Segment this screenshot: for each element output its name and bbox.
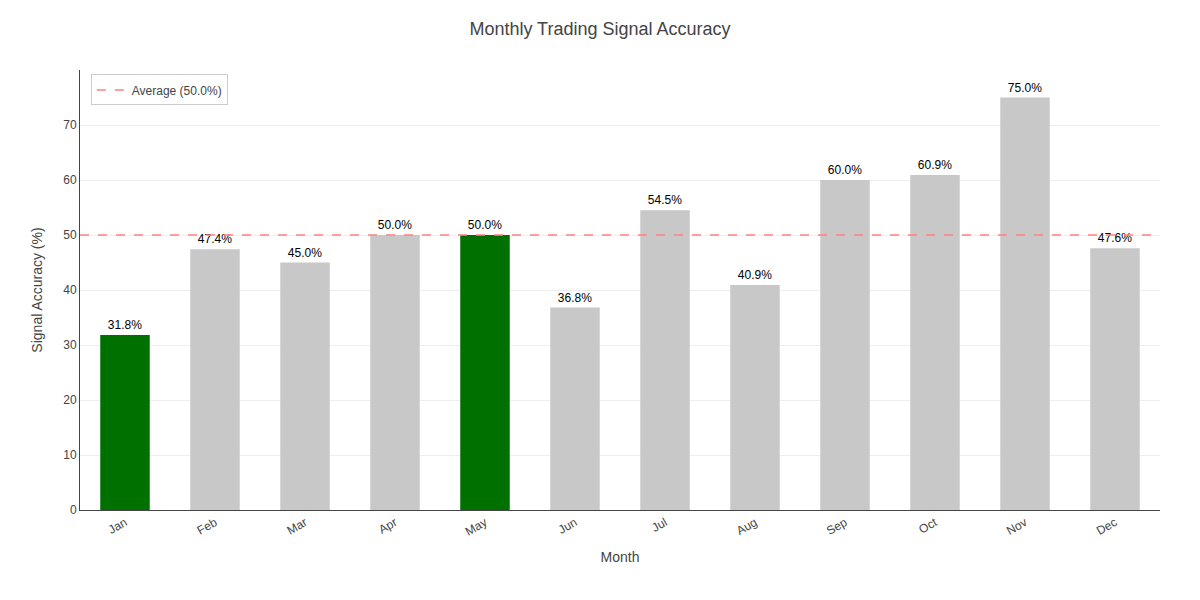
svg-text:Jul: Jul — [649, 515, 669, 535]
svg-text:Nov: Nov — [1004, 515, 1029, 538]
svg-text:May: May — [463, 515, 490, 538]
svg-text:70: 70 — [63, 118, 77, 132]
svg-text:30: 30 — [63, 338, 77, 352]
svg-text:Signal Accuracy (%): Signal Accuracy (%) — [29, 227, 45, 352]
svg-text:Jun: Jun — [556, 515, 580, 537]
svg-text:Jan: Jan — [106, 515, 130, 537]
svg-text:47.4%: 47.4% — [198, 232, 232, 246]
svg-text:75.0%: 75.0% — [1008, 81, 1042, 95]
svg-text:Average (50.0%): Average (50.0%) — [132, 84, 222, 98]
svg-text:40.9%: 40.9% — [738, 268, 772, 282]
svg-text:40: 40 — [63, 283, 77, 297]
svg-text:Monthly Trading Signal Accurac: Monthly Trading Signal Accuracy — [469, 19, 730, 39]
svg-text:50.0%: 50.0% — [378, 218, 412, 232]
svg-text:50: 50 — [63, 228, 77, 242]
svg-text:50.0%: 50.0% — [468, 218, 502, 232]
svg-text:60: 60 — [63, 173, 77, 187]
svg-text:31.8%: 31.8% — [108, 318, 142, 332]
svg-text:Dec: Dec — [1094, 515, 1119, 538]
svg-text:Month: Month — [601, 549, 640, 565]
svg-text:20: 20 — [63, 393, 77, 407]
svg-text:45.0%: 45.0% — [288, 246, 322, 260]
svg-text:60.0%: 60.0% — [828, 163, 862, 177]
svg-text:36.8%: 36.8% — [558, 291, 592, 305]
svg-text:10: 10 — [63, 448, 77, 462]
svg-text:60.9%: 60.9% — [918, 158, 952, 172]
svg-text:0: 0 — [70, 503, 77, 517]
svg-text:54.5%: 54.5% — [648, 193, 682, 207]
svg-text:47.6%: 47.6% — [1098, 231, 1132, 245]
svg-text:Aug: Aug — [734, 515, 759, 538]
svg-text:Oct: Oct — [916, 515, 940, 537]
svg-text:Apr: Apr — [376, 515, 399, 536]
svg-text:Feb: Feb — [195, 515, 220, 538]
svg-text:Mar: Mar — [285, 515, 310, 537]
svg-text:Sep: Sep — [824, 515, 850, 538]
